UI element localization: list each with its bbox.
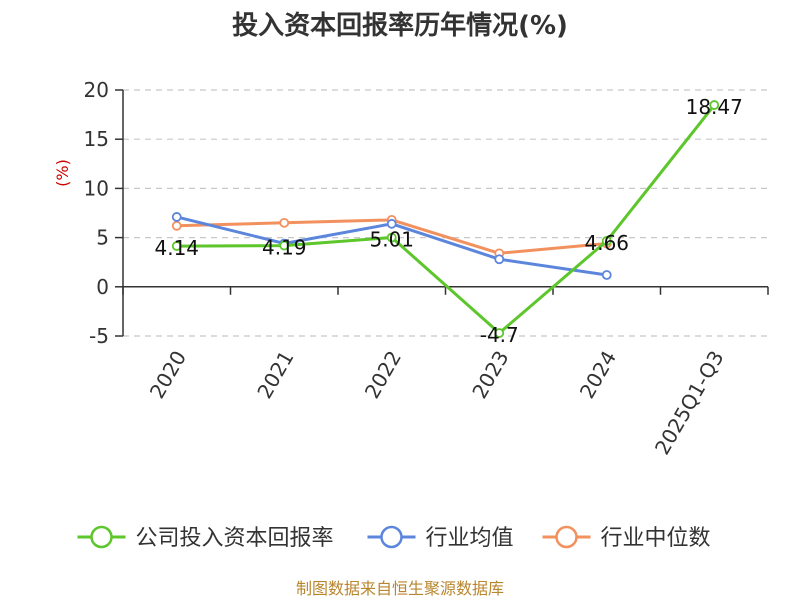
data-point [171, 220, 182, 231]
series-layer [171, 100, 720, 338]
legend-label: 公司投入资本回报率 [136, 526, 334, 551]
legend: 公司投入资本回报率 行业均值 行业中位数 [77, 525, 711, 551]
y-tick-label: 10 [84, 176, 109, 200]
x-tick-label: 2023 [467, 347, 513, 403]
y-axis-label: (%) [53, 159, 72, 187]
data-label: -4.7 [480, 323, 519, 347]
x-tick-label: 2020 [145, 347, 191, 403]
data-label: 5.01 [369, 228, 414, 252]
chart-title: 投入资本回报率历年情况(%) [232, 10, 568, 41]
source-note: 制图数据来自恒生聚源数据库 [296, 579, 504, 598]
x-tick-label: 2025Q1-Q3 [650, 347, 729, 459]
legend-label: 行业均值 [426, 526, 514, 551]
y-tick-label: -5 [89, 324, 109, 348]
data-point [494, 254, 505, 265]
y-tick-label: 20 [84, 78, 109, 102]
data-label: 4.19 [262, 236, 307, 260]
data-label-layer: 4.14 4.19 5.01 -4.7 4.66 18.47 [154, 95, 742, 347]
data-point [601, 236, 612, 246]
data-point [279, 240, 290, 251]
x-tick-label: 2024 [575, 347, 621, 403]
series-line [176, 104, 716, 335]
grid-layer [123, 89, 768, 337]
data-label: 4.14 [154, 236, 199, 260]
data-point [709, 100, 720, 110]
data-point [386, 218, 397, 229]
y-tick-label: 0 [96, 275, 109, 299]
data-label: 4.66 [584, 231, 629, 255]
y-tick-label: 5 [96, 226, 109, 250]
y-tick-label: 15 [84, 127, 109, 151]
data-point [494, 328, 505, 338]
data-point [171, 212, 182, 222]
x-tick-label: 2022 [360, 347, 406, 403]
legend-swatch-marker [90, 525, 113, 549]
data-point [171, 241, 182, 251]
data-label: 18.47 [686, 95, 743, 119]
data-point [279, 217, 290, 228]
legend-label: 行业中位数 [601, 526, 711, 551]
data-point [601, 270, 612, 280]
legend-swatch-marker [380, 525, 403, 549]
legend-swatch-marker [555, 525, 578, 549]
x-tick-label: 2021 [252, 347, 298, 403]
data-point [386, 232, 397, 243]
